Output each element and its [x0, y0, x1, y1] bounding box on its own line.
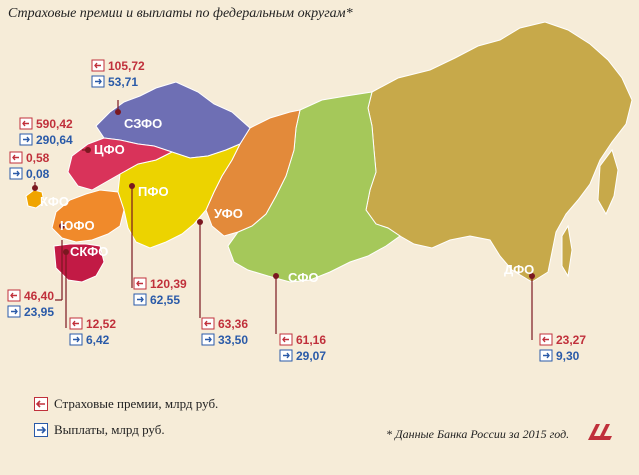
legend-payouts-label: Выплаты, млрд руб.: [54, 422, 165, 437]
callout-skfo: 12,52 6,42: [69, 317, 116, 347]
region-dfo[interactable]: [365, 21, 633, 283]
premium-value-sfo: 61,16: [296, 333, 326, 347]
region-cfo[interactable]: [67, 137, 174, 191]
callout-ufo: 63,36 33,50: [201, 317, 248, 347]
premium-value-kfo: 0,58: [26, 151, 50, 165]
callout-sfo: 61,16 29,07: [279, 333, 326, 363]
okrug-label-ufo: УФО: [214, 206, 243, 221]
payout-value-sfo: 29,07: [296, 349, 326, 363]
callout-dfo: 23,27 9,30: [539, 333, 586, 363]
callout-szfo: 105,72 53,71: [91, 59, 145, 89]
okrug-label-sfo: СФО: [288, 270, 319, 285]
map-title: Страховые премии и выплаты по федеральны…: [8, 6, 353, 21]
centroid-dots: [32, 109, 535, 279]
callout-yufo: 46,40 23,95: [7, 289, 54, 319]
premium-value-yufo: 46,40: [24, 289, 54, 303]
legend-payouts: Выплаты, млрд руб.: [34, 422, 165, 438]
region-pfo[interactable]: [117, 143, 242, 249]
publisher-logo-icon: [588, 424, 612, 440]
payout-value-yufo: 23,95: [24, 305, 54, 319]
premium-value-ufo: 63,36: [218, 317, 248, 331]
payout-value-kfo: 0,08: [26, 167, 50, 181]
leader-lines: [34, 100, 533, 340]
payout-value-cfo: 290,64: [36, 133, 73, 147]
payout-value-dfo: 9,30: [556, 349, 580, 363]
premium-arrow-icon: [34, 397, 48, 411]
region-yufo[interactable]: [51, 189, 125, 243]
footnote: * Данные Банка России за 2015 год.: [386, 427, 570, 441]
okrug-label-kfo: КФО: [40, 194, 69, 209]
callout-kfo: 0,58 0,08: [9, 151, 50, 181]
premium-value-dfo: 23,27: [556, 333, 586, 347]
region-dfo-kamchatka: [597, 148, 619, 216]
payout-value-szfo: 53,71: [108, 75, 138, 89]
premium-value-szfo: 105,72: [108, 59, 145, 73]
premium-value-skfo: 12,52: [86, 317, 116, 331]
payout-value-pfo: 62,55: [150, 293, 180, 307]
legend-premiums: Страховые премии, млрд руб.: [34, 396, 218, 412]
premium-value-cfo: 590,42: [36, 117, 73, 131]
okrug-label-cfo: ЦФО: [94, 142, 125, 157]
callout-cfo: 590,42 290,64: [19, 117, 73, 147]
okrug-label-yufo: ЮФО: [60, 218, 95, 233]
payout-value-skfo: 6,42: [86, 333, 110, 347]
legend-premiums-label: Страховые премии, млрд руб.: [54, 396, 219, 411]
premium-value-pfo: 120,39: [150, 277, 187, 291]
okrug-label-pfo: ПФО: [138, 184, 169, 199]
payout-value-ufo: 33,50: [218, 333, 248, 347]
okrug-label-skfo: СКФО: [70, 244, 108, 259]
region-dfo-sakhalin: [561, 224, 573, 278]
payout-arrow-icon: [34, 423, 48, 437]
callout-pfo: 120,39 62,55: [133, 277, 187, 307]
okrug-label-dfo: ДФО: [504, 262, 534, 277]
okrug-label-szfo: СЗФО: [124, 116, 162, 131]
